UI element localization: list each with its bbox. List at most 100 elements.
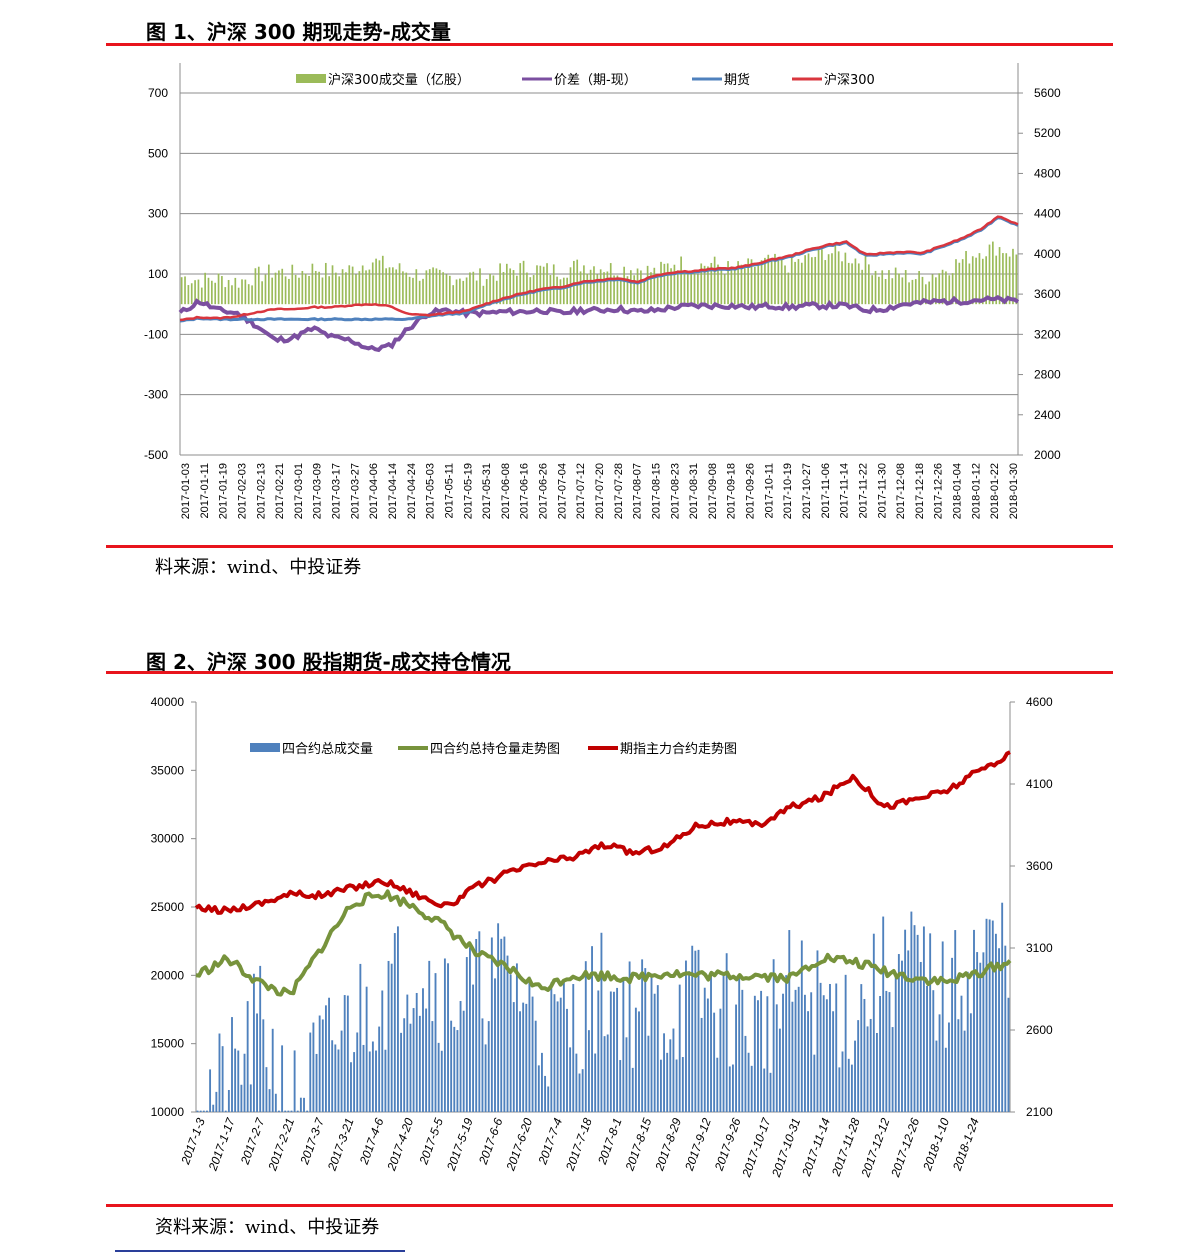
volume-bar <box>227 1089 230 1112</box>
volume-bar <box>914 279 917 305</box>
volume-bar <box>778 1028 781 1112</box>
volume-bar <box>256 1013 258 1112</box>
x-tick-label: 2017-5-5 <box>416 1116 446 1167</box>
volume-bar <box>717 264 719 305</box>
volume-bar <box>576 259 579 305</box>
volume-bar <box>625 1037 628 1112</box>
x-tick-label: 2017-3-7 <box>297 1115 327 1167</box>
x-tick-label: 2017-5-19 <box>444 1116 476 1173</box>
volume-bar <box>633 275 636 305</box>
right-tick-label: 3200 <box>1034 327 1061 341</box>
volume-bar <box>800 262 803 305</box>
x-tick-label: 2017-04-06 <box>368 463 380 519</box>
volume-bar <box>928 281 931 305</box>
chart2-svg: 40000 35000 30000 25000 20000 15000 10000 4600 4… <box>151 695 1053 1180</box>
volume-bar <box>492 275 495 305</box>
x-tick-label: 2017-04-14 <box>387 463 399 519</box>
volume-bar <box>274 272 277 305</box>
volume-bar <box>309 1032 312 1112</box>
volume-bar <box>350 1062 352 1112</box>
volume-bar <box>465 957 468 1112</box>
volume-bar <box>244 279 247 305</box>
volume-bar <box>599 269 602 305</box>
volume-bar <box>910 911 913 1112</box>
volume-bar <box>847 262 850 305</box>
left-tick-label: 100 <box>148 267 168 281</box>
volume-bar <box>368 269 371 305</box>
volume-bar <box>207 277 210 305</box>
volume-bar <box>647 1035 650 1112</box>
volume-bar <box>891 1027 894 1112</box>
volume-bar <box>418 1015 421 1112</box>
right-tick-label: 4100 <box>1026 777 1053 791</box>
open-interest-line <box>195 889 1012 997</box>
x-tick-label: 2017-11-14 <box>799 1116 833 1179</box>
volume-bar <box>660 261 662 305</box>
volume-bar <box>879 996 882 1112</box>
volume-bar <box>290 1110 293 1112</box>
volume-bar <box>572 984 575 1112</box>
volume-bar <box>224 287 227 305</box>
x-tick-label: 2018-01-04 <box>952 463 964 519</box>
x-tick-label: 2017-01-03 <box>180 463 192 519</box>
volume-bar <box>311 263 314 305</box>
volume-bar <box>318 271 320 305</box>
x-tick-label: 2017-7-4 <box>535 1116 565 1167</box>
x-tick-label: 2017-01-11 <box>199 463 211 518</box>
volume-bar <box>381 990 384 1112</box>
volume-bar <box>720 267 723 305</box>
volume-bar <box>303 1097 305 1112</box>
figure1-source: 料来源：wind、中投证券 <box>155 557 362 578</box>
volume-bar <box>556 276 558 305</box>
volume-bar <box>455 279 458 305</box>
volume-bar <box>402 271 404 305</box>
volume-bar <box>268 1089 271 1112</box>
x-tick-label: 2017-10-19 <box>782 463 794 519</box>
volume-bar <box>703 987 706 1112</box>
left-tick-label: 35000 <box>151 763 185 777</box>
volume-bar <box>469 947 471 1112</box>
volume-bar <box>271 277 274 305</box>
volume-bar <box>566 277 568 305</box>
volume-bar <box>703 265 706 305</box>
volume-bar <box>725 953 728 1112</box>
volume-bar <box>475 280 478 305</box>
volume-bar <box>968 263 971 305</box>
volume-bar <box>973 929 975 1112</box>
x-tick-label: 2017-06-16 <box>519 463 531 519</box>
volume-bar <box>237 287 240 305</box>
volume-bar <box>194 280 196 305</box>
volume-bar <box>994 933 997 1112</box>
left-tick-label: -300 <box>144 388 168 402</box>
volume-bar <box>740 264 743 305</box>
volume-bar <box>257 266 260 305</box>
volume-bar <box>659 1059 662 1112</box>
volume-bar <box>261 281 263 305</box>
volume-bar <box>482 285 485 305</box>
volume-bar <box>788 930 791 1112</box>
volume-bar <box>794 261 796 305</box>
volume-bar <box>904 270 907 305</box>
volume-bar <box>738 975 741 1112</box>
volume-bar <box>259 965 262 1112</box>
volume-bar <box>406 994 409 1112</box>
volume-bar <box>733 269 736 305</box>
volume-bar <box>731 1064 734 1112</box>
volume-bar <box>393 933 396 1112</box>
volume-bar <box>479 268 481 305</box>
volume-bar <box>678 984 681 1112</box>
x-tick-label: 2017-9-12 <box>682 1116 714 1173</box>
x-tick-label: 2017-05-31 <box>481 463 493 519</box>
volume-bar <box>971 256 974 305</box>
volume-bar <box>727 261 729 305</box>
x-tick-label: 2017-2-21 <box>265 1116 297 1173</box>
right-tick-label: 4400 <box>1034 207 1061 221</box>
volume-bar <box>847 1058 850 1112</box>
volume-bar <box>854 1040 856 1112</box>
volume-bar <box>803 994 806 1112</box>
volume-bar <box>606 1034 609 1112</box>
volume-bar <box>706 998 709 1112</box>
volume-bar <box>616 275 619 305</box>
volume-bar <box>343 995 346 1112</box>
x-tick-label: 2017-03-01 <box>293 463 305 519</box>
